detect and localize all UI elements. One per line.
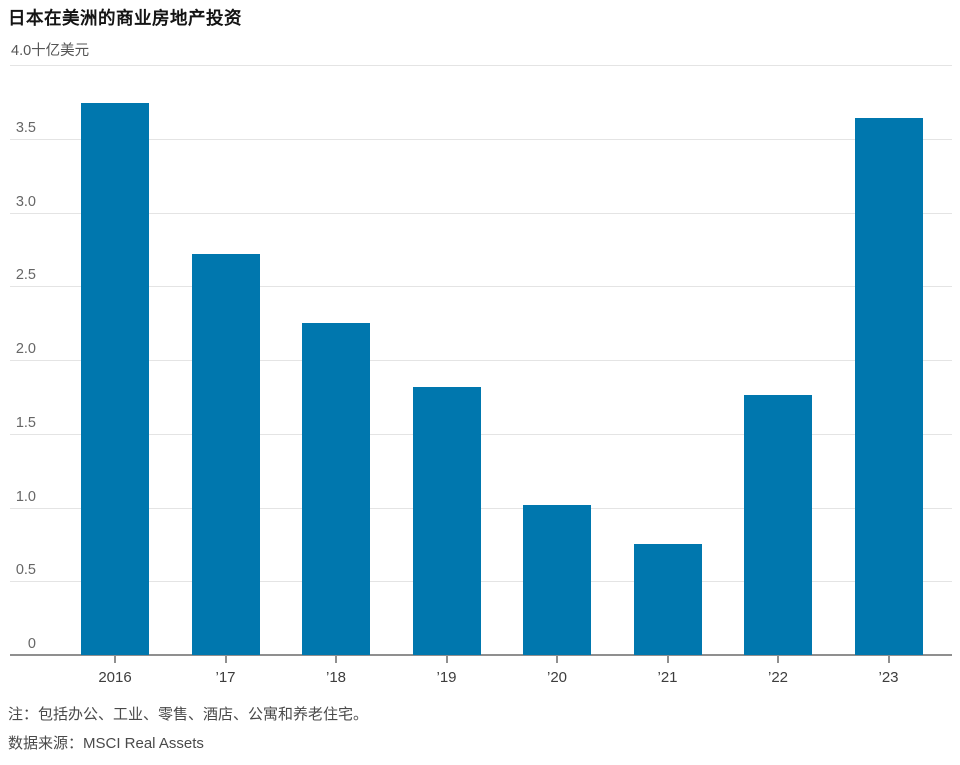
- x-tick-label-18: ’18: [325, 669, 347, 686]
- bar-17: [191, 254, 260, 655]
- bar-20: [523, 505, 591, 655]
- y-tick-label-0.5: 0.5: [15, 562, 36, 578]
- x-tick-label-19: ’19: [436, 669, 457, 686]
- x-tick-22: [777, 656, 779, 663]
- bar-18: [302, 323, 370, 655]
- gridline-1.0: [10, 508, 952, 509]
- gridline-0.5: [10, 581, 952, 582]
- x-tick-2016: [114, 656, 116, 663]
- chart-source: 数据来源：MSCI Real Assets: [8, 735, 204, 752]
- y-tick-label-1.5: 1.5: [15, 415, 36, 431]
- bar-21: [633, 544, 702, 655]
- y-tick-label-3.0: 3.0: [15, 194, 36, 210]
- bar-19: [412, 387, 481, 655]
- bar-22: [744, 395, 812, 655]
- x-tick-18: [335, 656, 337, 663]
- gridline-3.0: [10, 213, 952, 214]
- y-tick-label-2.5: 2.5: [15, 267, 36, 283]
- chart-note: 注：包括办公、工业、零售、酒店、公寓和养老住宅。: [8, 706, 369, 723]
- chart-title: 日本在美洲的商业房地产投资: [8, 8, 242, 28]
- x-tick-label-21: ’21: [657, 669, 678, 686]
- y-tick-label-0: 0: [27, 636, 36, 652]
- gridline-3.5: [10, 139, 952, 140]
- bar-23: [854, 118, 923, 655]
- x-tick-17: [224, 656, 227, 663]
- y-tick-label-2.0: 2.0: [15, 341, 36, 357]
- gridline-4.0: [10, 65, 952, 66]
- gridline-2.5: [10, 286, 952, 287]
- x-tick-label-22: ’22: [767, 669, 789, 686]
- y-tick-label-3.5: 3.5: [15, 120, 36, 136]
- y-tick-label-1.0: 1.0: [15, 489, 36, 505]
- gridline-2.0: [10, 360, 952, 361]
- y-axis-unit-label: 4.0十亿美元: [11, 43, 90, 59]
- x-tick-20: [556, 656, 558, 663]
- x-tick-label-20: ’20: [546, 669, 568, 686]
- x-axis-baseline: [10, 654, 952, 656]
- bar-2016: [81, 103, 149, 655]
- x-tick-19: [445, 656, 448, 663]
- x-tick-label-2016: 2016: [98, 669, 132, 686]
- x-tick-label-17: ’17: [215, 669, 236, 686]
- gridline-1.5: [10, 434, 952, 435]
- x-tick-21: [666, 656, 669, 663]
- x-tick-23: [887, 656, 890, 663]
- x-tick-label-23: ’23: [878, 669, 899, 686]
